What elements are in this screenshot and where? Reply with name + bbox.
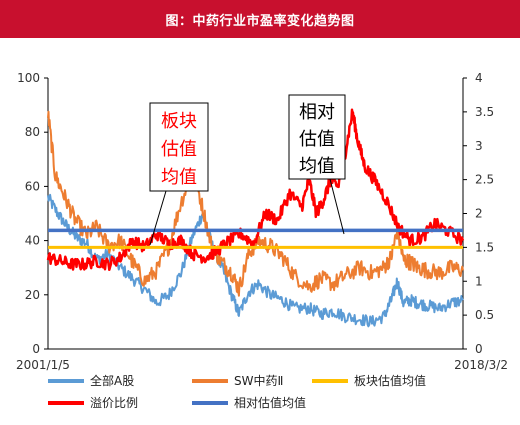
chart-title: 图：中药行业市盈率变化趋势图: [0, 0, 520, 38]
x-tick-label-start: 2001/1/5: [16, 358, 70, 372]
legend-label: 全部A股: [90, 373, 134, 388]
series-line-sw-tcm: [47, 110, 464, 297]
legend-label: SW中药Ⅱ: [234, 373, 283, 388]
right-tick-label: 0.5: [475, 308, 494, 322]
left-tick-label: 20: [25, 288, 40, 302]
legend-label: 溢价比例: [90, 396, 138, 410]
left-tick-label: 100: [17, 71, 40, 85]
annotation-callout-sector-mean: [149, 190, 167, 246]
annotation-callout-relative-mean: [329, 178, 345, 235]
annotation-text-sector-mean: 板块: [161, 111, 197, 132]
left-tick-label: 80: [25, 125, 40, 139]
left-tick-label: 40: [25, 234, 40, 248]
x-tick-label-end: 2018/3/2: [454, 358, 508, 372]
right-tick-label: 0: [475, 342, 483, 356]
left-tick-label: 0: [32, 342, 40, 356]
right-tick-label: 2: [475, 207, 483, 221]
right-tick-label: 3: [475, 139, 483, 153]
annotation-text-sector-mean: 估值: [161, 139, 197, 160]
legend-label: 板块估值均值: [354, 373, 426, 388]
annotation-text-relative-mean: 均值: [299, 156, 335, 177]
annotation-box-relative-mean: [288, 94, 346, 180]
legend-label: 相对估值均值: [234, 395, 306, 410]
right-tick-label: 3.5: [475, 105, 494, 119]
right-tick-label: 2.5: [475, 173, 494, 187]
series-line-premium-ratio: [46, 108, 465, 272]
annotation-text-relative-mean: 相对: [299, 102, 335, 123]
chart: 0 20 40 60 80 100 0 0.5 1 1.5 2 2.5 3 3.5 4 2001/1/5 201…: [16, 71, 508, 410]
annotation-text-sector-mean: 均值: [161, 167, 197, 188]
right-tick-label: 1.5: [475, 240, 494, 254]
annotation-text-relative-mean: 估值: [299, 129, 335, 150]
annotation-box-sector-mean: [149, 102, 209, 192]
left-tick-label: 60: [25, 179, 40, 193]
right-tick-label: 1: [475, 274, 483, 288]
right-tick-label: 4: [475, 71, 483, 85]
